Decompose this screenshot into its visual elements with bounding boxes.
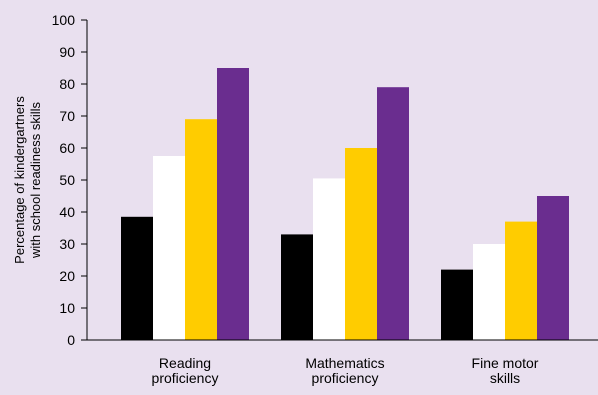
category-label: skills <box>490 370 520 386</box>
category-label: Fine motor <box>472 355 539 371</box>
y-tick-label: 30 <box>59 236 75 252</box>
y-axis-ticks: 0 10 20 30 40 50 60 70 80 90 100 <box>52 12 87 348</box>
y-tick-label: 40 <box>59 204 75 220</box>
y-tick-label: 100 <box>52 12 76 28</box>
bar-1-1 <box>121 216 153 340</box>
bar-3-1 <box>441 269 473 340</box>
category-label: Mathematics <box>305 355 384 371</box>
y-axis-label-line-1: Percentage of kindergartners <box>12 96 27 264</box>
y-axis-label-line-2: with school readiness skills <box>28 101 43 259</box>
y-tick-label: 80 <box>59 76 75 92</box>
y-tick-label: 70 <box>59 108 75 124</box>
axes <box>86 20 598 341</box>
bar-1-3 <box>185 119 217 340</box>
bar-1-4 <box>217 68 249 340</box>
y-tick-label: 0 <box>67 332 75 348</box>
bar-2-2 <box>313 178 345 340</box>
bar-3-2 <box>473 244 505 340</box>
y-tick-label: 20 <box>59 268 75 284</box>
bars <box>121 68 569 340</box>
bar-3-3 <box>505 221 537 340</box>
bar-2-3 <box>345 148 377 340</box>
y-tick-label: 60 <box>59 140 75 156</box>
bar-2-4 <box>377 87 409 340</box>
bar-3-4 <box>537 196 569 340</box>
bar-1-2 <box>153 156 185 340</box>
x-axis-categories: ReadingproficiencyMathematicsproficiency… <box>152 355 539 386</box>
bar-2-1 <box>281 234 313 340</box>
y-axis-label: Percentage of kindergartners with school… <box>12 96 43 264</box>
category-label: proficiency <box>152 370 219 386</box>
category-label: Reading <box>159 355 211 371</box>
y-tick-label: 50 <box>59 172 75 188</box>
category-label: proficiency <box>312 370 379 386</box>
y-tick-label: 90 <box>59 44 75 60</box>
y-tick-label: 10 <box>59 300 75 316</box>
